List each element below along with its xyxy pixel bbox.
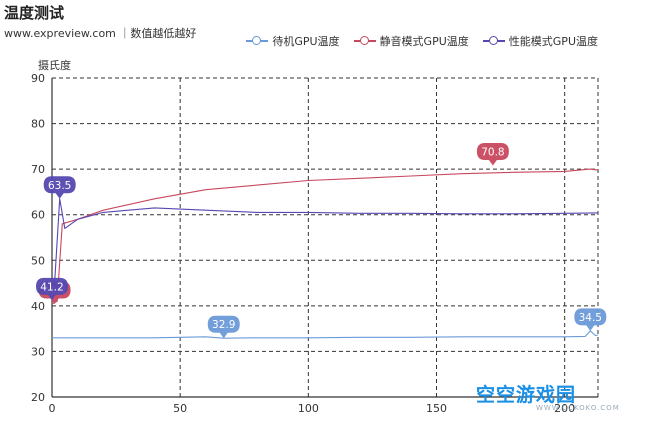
y-tick-label: 40 bbox=[31, 300, 45, 313]
data-marker-pin bbox=[207, 315, 240, 339]
data-marker-label: 70.8 bbox=[481, 146, 504, 158]
data-marker-label: 63.5 bbox=[48, 180, 71, 192]
y-tick-label: 90 bbox=[31, 72, 45, 85]
legend-item-silent[interactable]: 静音模式GPU温度 bbox=[353, 33, 469, 49]
data-marker-label: 32.9 bbox=[212, 319, 235, 331]
data-marker-pin bbox=[476, 142, 509, 166]
data-marker-label: 34.5 bbox=[579, 312, 602, 324]
chart-subtitle: www.expreview.com ｜数值越低越好 bbox=[4, 27, 197, 40]
series-line-0 bbox=[52, 330, 599, 339]
y-tick-label: 20 bbox=[31, 391, 45, 404]
series-line-1 bbox=[51, 168, 599, 305]
legend-item-idle[interactable]: 待机GPU温度 bbox=[246, 33, 340, 49]
x-tick-label: 0 bbox=[49, 402, 56, 415]
series-line-2 bbox=[51, 198, 599, 301]
data-marker-label: 41.2 bbox=[40, 281, 63, 293]
data-marker-pin bbox=[36, 277, 68, 301]
y-tick-label: 30 bbox=[31, 345, 45, 358]
data-marker-pin bbox=[574, 308, 607, 331]
y-tick-label: 80 bbox=[31, 118, 45, 131]
y-tick-label: 60 bbox=[31, 209, 45, 222]
watermark-logo: 空空游戏园 bbox=[476, 384, 577, 406]
chart-title: 温度测试 bbox=[4, 4, 65, 22]
legend-swatch-idle bbox=[246, 36, 269, 46]
legend-swatch-silent bbox=[353, 36, 376, 46]
watermark-url: WWW.CCKOKO.COM bbox=[536, 404, 620, 412]
y-axis-label: 摄氏度 bbox=[38, 59, 71, 72]
legend-label-silent: 静音模式GPU温度 bbox=[379, 35, 469, 48]
y-tick-label: 50 bbox=[31, 254, 45, 267]
x-tick-label: 150 bbox=[426, 402, 447, 415]
y-tick-label: 70 bbox=[31, 163, 45, 176]
legend-item-perf[interactable]: 性能模式GPU温度 bbox=[482, 33, 598, 49]
legend-swatch-perf bbox=[482, 36, 505, 46]
legend-label-idle: 待机GPU温度 bbox=[272, 35, 340, 48]
legend: 待机GPU温度 静音模式GPU温度 性能模式GPU温度 bbox=[246, 33, 598, 49]
x-tick-label: 200 bbox=[554, 402, 575, 415]
x-tick-label: 100 bbox=[298, 402, 319, 415]
data-marker-pin bbox=[43, 176, 76, 199]
x-tick-label: 50 bbox=[173, 402, 187, 415]
legend-label-perf: 性能模式GPU温度 bbox=[508, 35, 598, 48]
